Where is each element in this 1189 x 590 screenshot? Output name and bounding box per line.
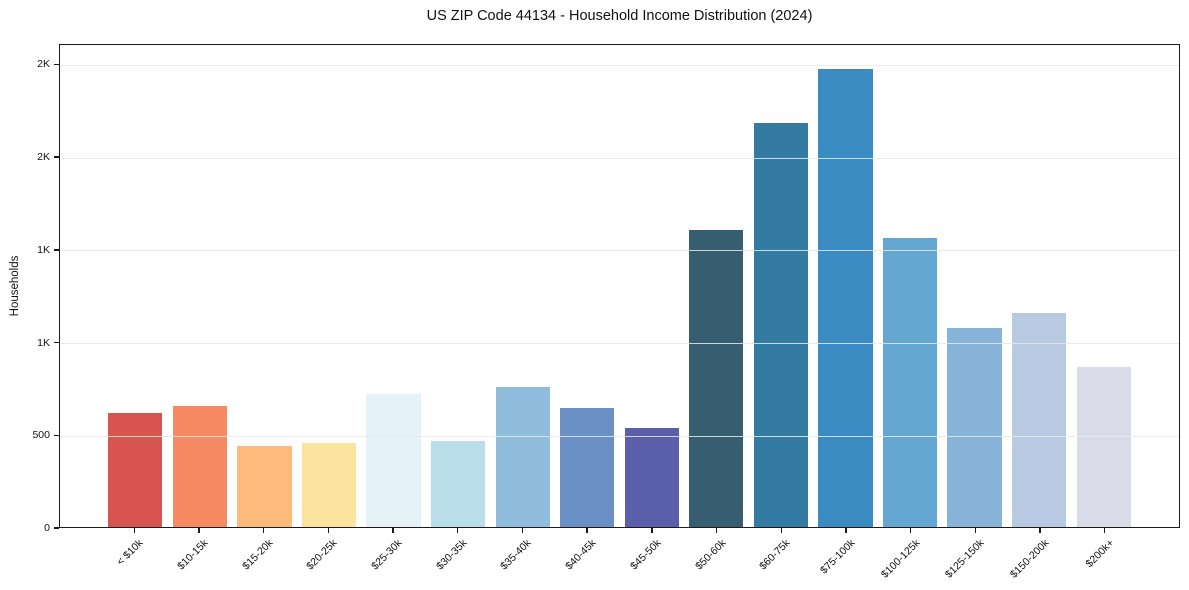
x-tick-mark (909, 528, 912, 533)
bar (430, 441, 486, 527)
gridline (60, 250, 1179, 252)
bar (1012, 312, 1067, 527)
bar-slot (878, 45, 943, 527)
bar (172, 406, 227, 527)
x-tick-label: $50-60k (692, 537, 729, 573)
bar (882, 238, 938, 527)
x-tick-mark (1039, 528, 1041, 533)
chart-title: US ZIP Code 44134 - Household Income Dis… (426, 8, 813, 24)
bar-slot (168, 45, 233, 527)
x-tick-mark (263, 528, 265, 533)
x-tick-label: $45-50k (628, 537, 664, 573)
bar (689, 229, 744, 527)
bar-slot (620, 45, 685, 527)
x-tick-mark (780, 528, 782, 533)
gridline (60, 435, 1179, 437)
x-tick-mark (651, 528, 653, 533)
gridline (60, 343, 1179, 345)
x-tick-label: $75-100k (817, 537, 858, 577)
bar (237, 445, 292, 527)
y-tick-label: 1K (37, 336, 50, 349)
x-tick-label: $30-35k (433, 537, 470, 573)
bar-slot (297, 45, 362, 527)
bar (1076, 367, 1131, 527)
x-tick-label: $35-40k (498, 537, 534, 573)
bar (624, 428, 679, 527)
x-tick-mark (457, 528, 459, 533)
y-tick-mark (54, 341, 59, 344)
x-tick-mark (845, 528, 847, 533)
bar-slot (490, 45, 555, 527)
bar-slot (1071, 45, 1136, 527)
x-tick-mark (1103, 528, 1106, 533)
bar-slot (426, 45, 491, 527)
y-tick-label: 1K (37, 243, 50, 256)
x-tick-label: $10-15k (175, 537, 211, 573)
x-tick-label: $15-20k (239, 537, 276, 573)
x-tick-label: $20-25k (304, 537, 340, 573)
bar (301, 442, 357, 527)
y-tick-mark (54, 249, 59, 251)
x-tick-label: $200k+ (1083, 537, 1117, 571)
bar-slot (942, 45, 1007, 527)
gridline (60, 64, 1179, 66)
y-tick-mark (54, 156, 59, 158)
bar-slot (232, 45, 297, 527)
bar (947, 328, 1002, 527)
y-tick-mark (54, 434, 59, 436)
x-tick-mark (198, 528, 200, 533)
x-tick-label: $125-150k (943, 537, 987, 581)
bar (366, 394, 421, 527)
x-tick-label: $25-30k (369, 537, 405, 573)
x-tick-label: $60-75k (757, 537, 793, 573)
bar-slot (361, 45, 426, 527)
bar-slot (1007, 45, 1072, 527)
bar-slot (555, 45, 620, 527)
y-tick-label: 2K (37, 151, 50, 164)
bars-strip (103, 45, 1136, 527)
bar-slot (684, 45, 749, 527)
x-tick-label: $40-45k (563, 537, 599, 573)
y-tick-label: 500 (32, 429, 50, 442)
y-axis-label: Households (9, 255, 21, 317)
bar (560, 407, 615, 527)
y-tick-mark (54, 63, 59, 66)
x-tick-mark (974, 528, 976, 533)
x-tick-mark (327, 528, 330, 533)
bar (495, 386, 550, 527)
bar-slot (103, 45, 168, 527)
y-tick-label: 2K (37, 58, 50, 71)
x-tick-label: $150-200k (1007, 537, 1052, 581)
plot-area (59, 44, 1180, 528)
x-tick-mark (715, 528, 718, 533)
gridline (60, 157, 1179, 159)
x-tick-label: < $10k (114, 537, 146, 568)
bar (753, 122, 809, 527)
x-tick-label: $100-125k (878, 537, 923, 581)
y-tick-label: 0 (44, 522, 50, 534)
bar (818, 69, 873, 527)
x-tick-mark (586, 528, 588, 533)
x-tick-mark (521, 528, 524, 533)
bar-slot (813, 45, 878, 527)
x-tick-mark (392, 528, 394, 533)
x-tick-mark (133, 528, 136, 533)
y-tick-mark (54, 527, 59, 529)
bar (108, 413, 163, 527)
bar-slot (749, 45, 814, 527)
